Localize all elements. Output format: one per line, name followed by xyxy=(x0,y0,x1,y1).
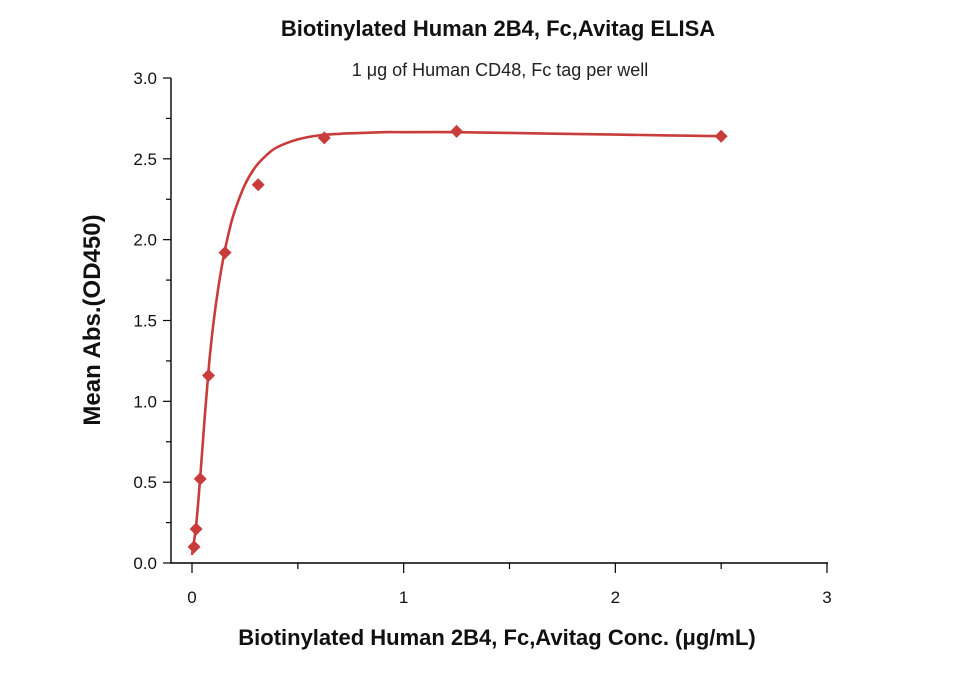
data-point-diamond xyxy=(189,522,203,536)
x-axis-label: Biotinylated Human 2B4, Fc,Avitag Conc. … xyxy=(238,625,755,650)
y-tick-label: 3.0 xyxy=(133,69,157,88)
x-tick-label: 0 xyxy=(187,588,196,607)
x-tick-label: 1 xyxy=(399,588,408,607)
y-tick-label: 1.0 xyxy=(133,392,157,411)
x-tick-label: 2 xyxy=(611,588,620,607)
data-point-diamond xyxy=(251,178,265,192)
y-axis-label: Mean Abs.(OD450) xyxy=(79,214,106,425)
data-point-diamond xyxy=(450,124,464,138)
y-tick-label: 1.5 xyxy=(133,312,157,331)
data-point-diamond xyxy=(187,540,201,554)
chart-title: Biotinylated Human 2B4, Fc,Avitag ELISA xyxy=(281,16,715,41)
chart-subtitle: 1 μg of Human CD48, Fc tag per well xyxy=(352,60,649,80)
x-tick-label: 3 xyxy=(822,588,831,607)
y-tick-label: 2.5 xyxy=(133,150,157,169)
data-point-diamond xyxy=(193,472,207,486)
y-tick-label: 2.0 xyxy=(133,231,157,250)
x-axis-ticks: 0 1 2 3 xyxy=(187,563,832,607)
data-point-diamond xyxy=(218,246,232,260)
y-axis-ticks: 0.0 0.5 1.0 1.5 2.0 2.5 3.0 xyxy=(133,69,171,573)
data-point-diamond xyxy=(317,131,331,145)
plot-area xyxy=(187,124,728,556)
y-tick-label: 0.5 xyxy=(133,473,157,492)
fit-curve xyxy=(190,130,722,556)
data-point-diamond xyxy=(714,129,728,143)
y-tick-label: 0.0 xyxy=(133,554,157,573)
data-point-diamond xyxy=(202,368,216,382)
